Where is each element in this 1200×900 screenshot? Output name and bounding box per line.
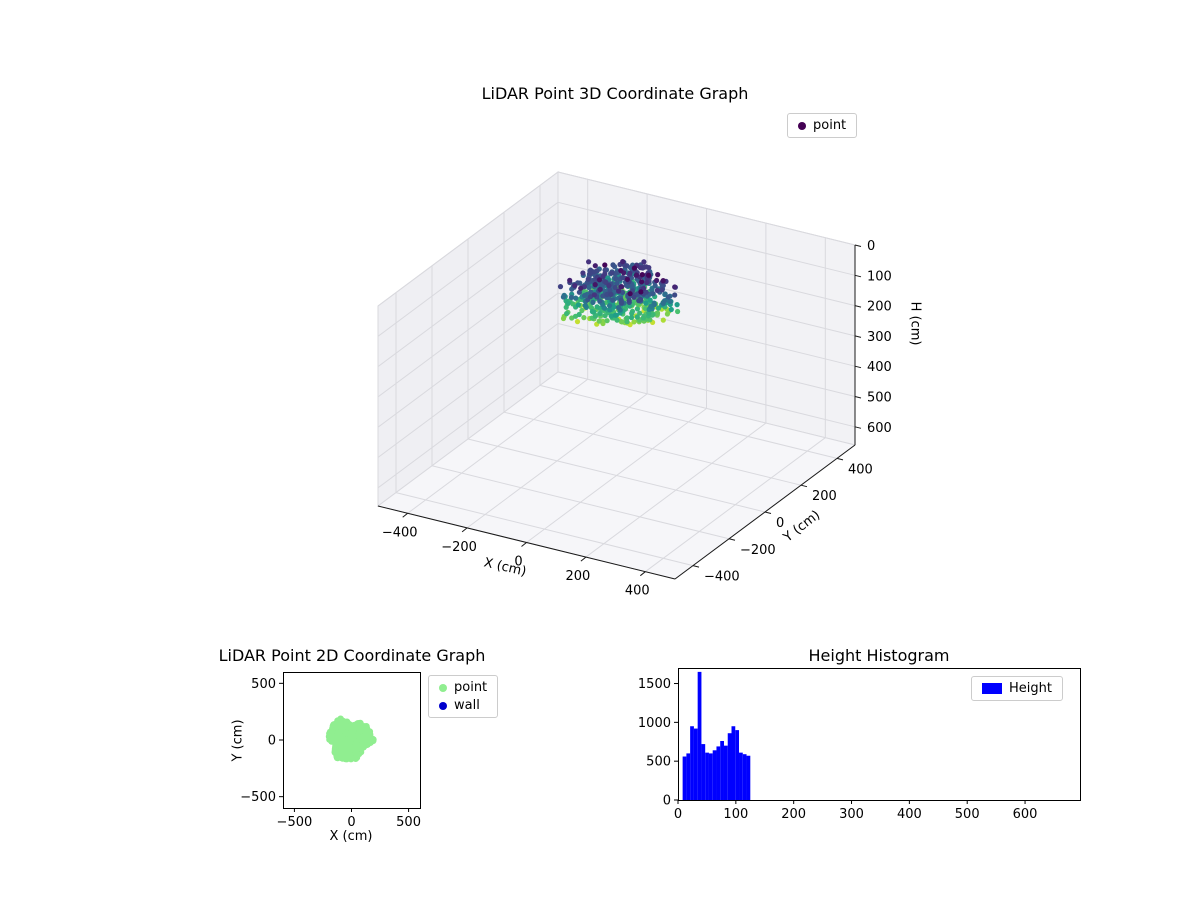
legend-item-wall: wall — [439, 698, 487, 713]
legend-label-height: Height — [1009, 681, 1052, 696]
svg-text:1000: 1000 — [638, 716, 671, 731]
svg-text:300: 300 — [867, 330, 892, 345]
legend-item-height: Height — [982, 681, 1052, 696]
svg-text:0: 0 — [514, 554, 522, 569]
svg-text:0: 0 — [268, 734, 276, 749]
plot3d-axes: −400−20002004004002000−200−4000100200300… — [377, 239, 892, 599]
plot3d-legend: point — [787, 113, 858, 138]
plot3d-title: LiDAR Point 3D Coordinate Graph — [481, 84, 749, 103]
svg-text:−500: −500 — [277, 815, 313, 830]
svg-text:400: 400 — [897, 807, 922, 822]
legend-label-point: point — [813, 118, 847, 133]
svg-text:200: 200 — [781, 807, 806, 822]
plot3d-grid — [377, 171, 856, 573]
legend-item-point: point — [439, 680, 487, 695]
svg-text:1500: 1500 — [638, 677, 671, 692]
svg-text:200: 200 — [812, 489, 837, 504]
plot2d-xaxis-label: X (cm) — [329, 829, 373, 844]
svg-text:0: 0 — [867, 239, 875, 254]
svg-text:200: 200 — [867, 300, 892, 315]
plot3d-points — [557, 259, 681, 328]
height-patch-icon — [982, 683, 1002, 694]
plot2d-points — [325, 715, 377, 763]
legend-label-point: point — [454, 680, 488, 695]
svg-text:600: 600 — [1013, 807, 1038, 822]
svg-text:−500: −500 — [240, 790, 276, 805]
svg-text:500: 500 — [396, 815, 421, 830]
wall-marker-icon — [439, 701, 447, 710]
plot2d-axes: −500 0 500 −500 0 500 — [240, 672, 421, 830]
plot2d-title: LiDAR Point 2D Coordinate Graph — [218, 646, 486, 665]
legend-label-wall: wall — [454, 698, 480, 713]
plot3d-zaxis-label: H (cm) — [907, 301, 923, 346]
svg-text:100: 100 — [867, 269, 892, 284]
svg-text:300: 300 — [839, 807, 864, 822]
svg-text:600: 600 — [867, 421, 892, 436]
svg-text:400: 400 — [625, 584, 650, 599]
svg-text:−400: −400 — [382, 525, 418, 540]
plot2d-yaxis-label: Y (cm) — [230, 719, 246, 762]
svg-text:500: 500 — [646, 755, 671, 770]
svg-text:500: 500 — [867, 391, 892, 406]
histogram-title: Height Histogram — [808, 646, 950, 665]
plot2d-legend: point wall — [428, 675, 499, 718]
histogram-legend: Height — [971, 676, 1063, 701]
svg-text:500: 500 — [955, 807, 980, 822]
svg-text:100: 100 — [723, 807, 748, 822]
svg-text:−200: −200 — [740, 543, 776, 558]
svg-text:400: 400 — [848, 462, 873, 477]
point-marker-icon — [798, 121, 806, 130]
svg-text:−200: −200 — [441, 540, 477, 555]
svg-text:0: 0 — [674, 807, 682, 822]
svg-text:400: 400 — [867, 360, 892, 375]
point-marker-icon — [439, 683, 447, 692]
svg-text:0: 0 — [776, 516, 784, 531]
svg-text:200: 200 — [565, 569, 590, 584]
svg-text:−400: −400 — [704, 570, 740, 585]
legend-item-point: point — [798, 118, 846, 133]
svg-text:0: 0 — [663, 794, 671, 809]
svg-text:500: 500 — [251, 677, 276, 692]
histogram-axes: 0 100 200 300 400 500 600 0 500 1000 1500 — [638, 668, 1081, 822]
histogram-bars — [682, 671, 751, 800]
svg-text:0: 0 — [347, 815, 355, 830]
